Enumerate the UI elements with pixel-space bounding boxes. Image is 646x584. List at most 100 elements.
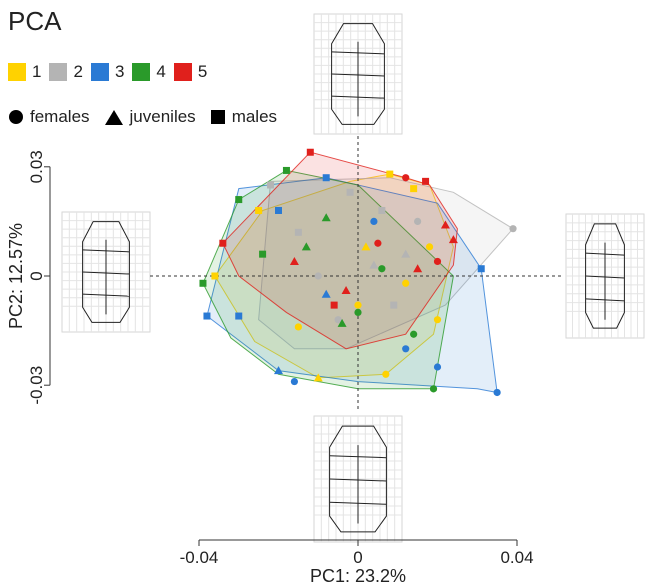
- y-tick-label: -0.03: [27, 366, 46, 405]
- legend-group-1: 1: [8, 62, 41, 82]
- point-group-4-triangle: [301, 242, 311, 251]
- y-axis-label: PC2: 12.57%: [6, 223, 26, 329]
- point-group-3-square: [235, 312, 243, 320]
- legend-females-label: females: [30, 107, 90, 126]
- legend-swatch-5: [173, 63, 192, 81]
- legend-label-1: 1: [32, 62, 42, 81]
- shape-thumbnail-bottom: [313, 415, 403, 543]
- point-group-4-circle: [354, 308, 362, 316]
- point-group-3-square: [203, 312, 211, 320]
- point-group-4-circle: [410, 330, 418, 338]
- legend-females: females: [8, 107, 90, 127]
- point-group-4-square: [235, 196, 243, 204]
- point-group-3-square: [322, 174, 330, 182]
- symbol-legend: females juveniles males: [8, 107, 291, 127]
- convex-hulls: [202, 151, 514, 394]
- point-group-3-triangle: [274, 366, 283, 375]
- point-group-5-circle: [433, 257, 442, 266]
- point-group-2-circle: [509, 225, 517, 233]
- point-group-5-square: [330, 301, 338, 309]
- point-group-1-square: [255, 206, 263, 214]
- point-group-4-triangle: [321, 213, 331, 222]
- point-group-3-square: [477, 265, 485, 273]
- legend-swatch-2: [49, 63, 68, 81]
- point-group-2-circle: [334, 316, 342, 324]
- legend-swatch-1: [8, 63, 26, 81]
- legend-group-3: 3: [90, 62, 125, 82]
- point-group-1-circle: [402, 279, 410, 287]
- group-legend: 1 2 3 4 5: [8, 62, 215, 82]
- legend-label-3: 3: [114, 62, 125, 81]
- point-group-5-triangle: [448, 235, 458, 244]
- point-group-4-triangle: [337, 318, 347, 327]
- y-tick-label: 0.03: [27, 150, 46, 183]
- point-group-2-triangle: [369, 260, 379, 269]
- data-points: [199, 148, 517, 397]
- point-group-2-square: [346, 188, 354, 196]
- x-tick-label: 0: [353, 548, 362, 567]
- legend-group-5: 5: [173, 62, 208, 82]
- point-group-1-triangle: [313, 373, 323, 382]
- point-group-5-triangle: [289, 256, 299, 265]
- point-group-5-triangle: [440, 220, 450, 229]
- shape-thumbnail-left: [61, 211, 151, 333]
- point-group-5-triangle: [341, 286, 351, 295]
- point-group-3-circle: [370, 217, 378, 225]
- legend-group-2: 2: [49, 62, 83, 82]
- point-group-3-square: [275, 206, 282, 214]
- point-group-2-triangle: [401, 249, 411, 258]
- axis-labels: -0.04 0 0.04 0.03 0 -0.03 PC1: 23.2% PC2: 12.57…: [6, 150, 534, 584]
- triangle-icon: [104, 109, 123, 125]
- point-group-4-circle: [378, 265, 386, 273]
- point-group-5-circle: [374, 239, 382, 247]
- hull-group-1: [214, 173, 454, 379]
- y-tick-label: 0: [27, 271, 46, 280]
- point-group-1-square: [211, 272, 219, 280]
- point-group-3-circle: [493, 388, 501, 397]
- point-group-3-circle: [402, 345, 410, 353]
- point-group-1-square: [410, 185, 418, 193]
- chart-title: PCA: [8, 6, 62, 36]
- legend-juveniles: juveniles: [104, 107, 196, 127]
- legend-group-4: 4: [132, 62, 166, 82]
- shape-thumbnails: [61, 13, 645, 543]
- legend-swatch-4: [132, 63, 151, 81]
- square-icon: [210, 110, 225, 124]
- legend-males-label: males: [231, 107, 278, 126]
- point-group-1-square: [386, 170, 394, 178]
- point-group-1-circle: [382, 370, 390, 378]
- point-group-3-triangle: [321, 289, 331, 298]
- x-tick-label: 0.04: [500, 548, 533, 567]
- point-group-1-triangle: [361, 242, 371, 251]
- legend-label-4: 4: [156, 62, 166, 81]
- point-group-2-square: [378, 206, 386, 214]
- x-axis-label: PC1: 23.2%: [310, 566, 406, 584]
- point-group-2-circle: [314, 272, 322, 280]
- point-group-5-triangle: [413, 264, 423, 273]
- point-group-5-square: [306, 148, 314, 156]
- point-group-1-circle: [425, 243, 434, 251]
- point-group-2-square: [390, 301, 398, 309]
- legend-label-2: 2: [73, 62, 83, 81]
- point-group-1-circle: [433, 316, 442, 324]
- point-group-4-square: [199, 279, 207, 287]
- point-group-3-circle: [433, 363, 442, 371]
- x-tick-label: -0.04: [180, 548, 219, 567]
- point-group-4-circle: [429, 385, 438, 393]
- axes: [44, 136, 562, 546]
- legend-juveniles-label: juveniles: [129, 107, 196, 126]
- hull-group-4: [202, 169, 454, 390]
- hull-group-5: [222, 151, 458, 350]
- point-group-3-circle: [290, 377, 298, 386]
- shape-thumbnail-right: [565, 213, 645, 339]
- legend-males: males: [210, 107, 277, 127]
- point-group-2-square: [294, 228, 302, 236]
- legend-label-5: 5: [197, 62, 208, 81]
- point-group-5-square: [219, 239, 227, 247]
- point-group-4-square: [259, 250, 267, 258]
- point-group-5-circle: [402, 174, 410, 182]
- point-group-2-circle: [414, 217, 422, 225]
- point-group-2-square: [267, 181, 275, 189]
